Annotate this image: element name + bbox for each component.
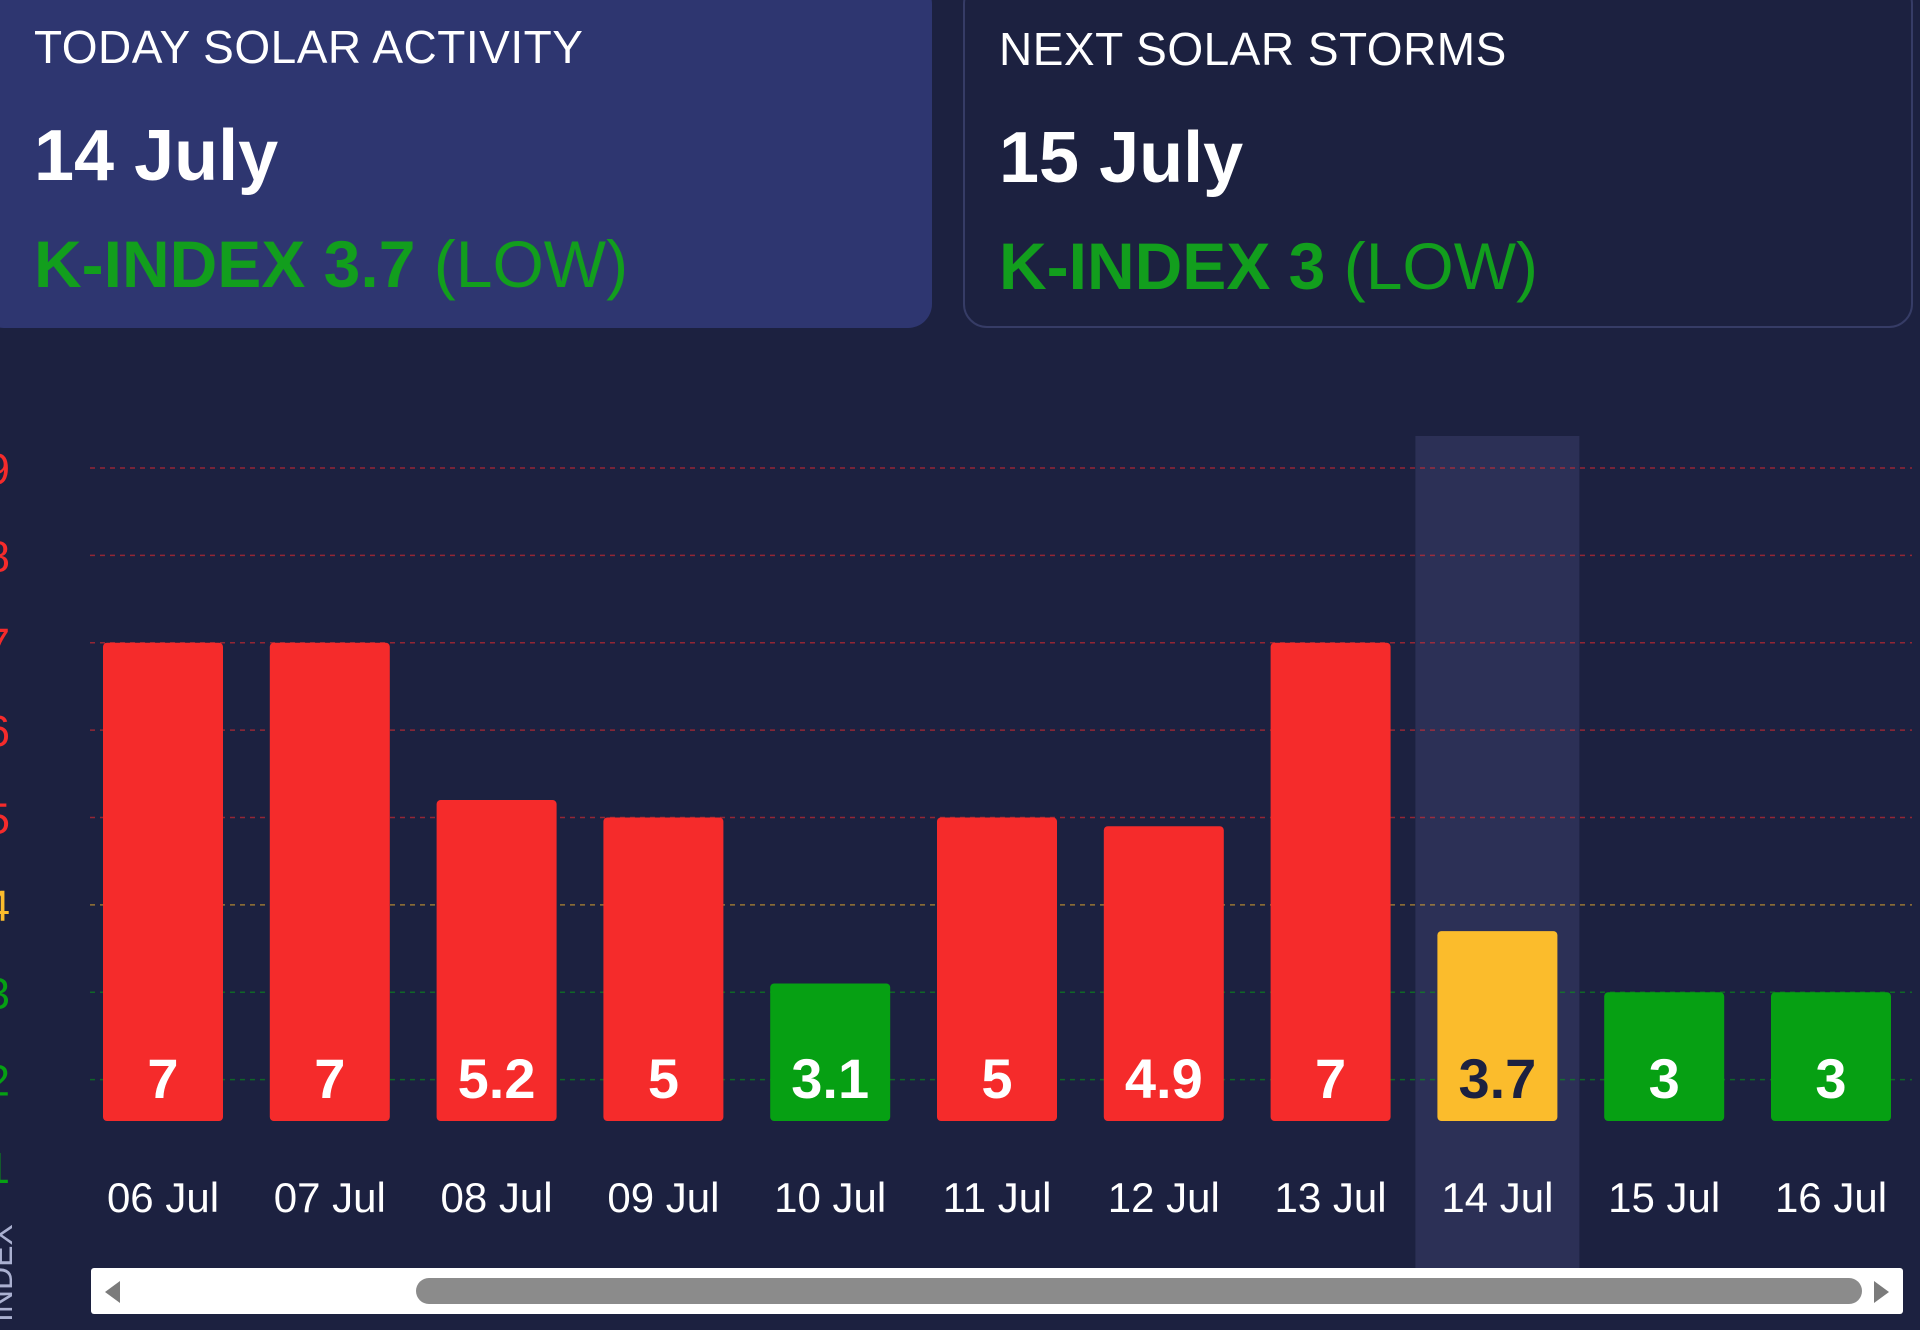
bar-value-label: 5 [981,1047,1012,1110]
chart-scrollbar[interactable] [91,1268,1903,1314]
x-tick-label: 14 Jul [1441,1174,1553,1221]
y-tick-label: 6 [0,707,10,756]
bar [103,642,223,1121]
bar [937,817,1057,1121]
bar [1771,992,1891,1121]
y-axis-title: INDEX [0,1224,19,1322]
bar-value-label: 5 [648,1047,679,1110]
bar [1437,931,1558,1121]
next-storms-card: NEXT SOLAR STORMS 15 July K-INDEX 3 (LOW… [963,0,1913,328]
today-card-kindex: K-INDEX 3.7 (LOW) [34,224,932,304]
x-tick-label: 11 Jul [943,1174,1052,1221]
today-kindex-level: (LOW) [433,227,629,301]
bar [603,817,724,1121]
x-tick-label: 10 Jul [774,1174,886,1221]
x-tick-label: 06 Jul [107,1174,219,1221]
bar [436,800,557,1121]
next-card-kindex: K-INDEX 3 (LOW) [999,226,1911,306]
today-card-date: 14 July [34,116,279,196]
bar-value-label: 7 [1315,1047,1346,1110]
next-card-date: 15 July [999,118,1244,198]
bar-value-label: 5.2 [458,1047,536,1110]
next-kindex-level: (LOW) [1343,229,1539,303]
x-tick-label: 16 Jul [1775,1174,1887,1221]
bar [1604,992,1725,1121]
today-card-heading: TODAY SOLAR ACTIVITY [34,21,584,73]
y-tick-label: 5 [0,795,10,844]
x-tick-label: 08 Jul [441,1174,553,1221]
bar-value-label: 7 [314,1047,345,1110]
y-tick-label: 9 [0,445,10,494]
x-tick-label: 07 Jul [274,1174,386,1221]
bar-value-label: 3.7 [1458,1047,1536,1110]
scroll-left-arrow-icon[interactable] [105,1281,120,1303]
y-tick-label: 8 [0,532,10,581]
scroll-thumb[interactable] [416,1278,1862,1304]
scroll-right-arrow-icon[interactable] [1874,1281,1889,1303]
bar-value-label: 3 [1649,1047,1680,1110]
today-kindex-value: K-INDEX 3.7 [34,227,416,301]
bar [269,642,390,1121]
today-activity-card: TODAY SOLAR ACTIVITY 14 July K-INDEX 3.7… [0,0,932,328]
y-tick-label: 7 [0,620,10,669]
bar [770,983,891,1121]
bar-value-label: 4.9 [1125,1047,1203,1110]
next-kindex-value: K-INDEX 3 [999,229,1326,303]
y-tick-label: 4 [0,882,10,931]
bar [1103,826,1224,1121]
x-tick-label: 13 Jul [1275,1174,1387,1221]
highlight-column [1415,436,1580,1268]
bar-value-label: 3 [1815,1047,1846,1110]
next-card-heading: NEXT SOLAR STORMS [999,23,1507,75]
bar-value-label: 7 [147,1047,178,1110]
y-tick-label: 3 [0,969,10,1018]
bar [1270,642,1391,1121]
bar-value-label: 3.1 [791,1047,869,1110]
y-tick-label: 2 [0,1057,10,1106]
x-tick-label: 09 Jul [607,1174,719,1221]
x-tick-label: 15 Jul [1608,1174,1720,1221]
x-tick-label: 12 Jul [1108,1174,1220,1221]
y-tick-label: 1 [0,1144,10,1193]
